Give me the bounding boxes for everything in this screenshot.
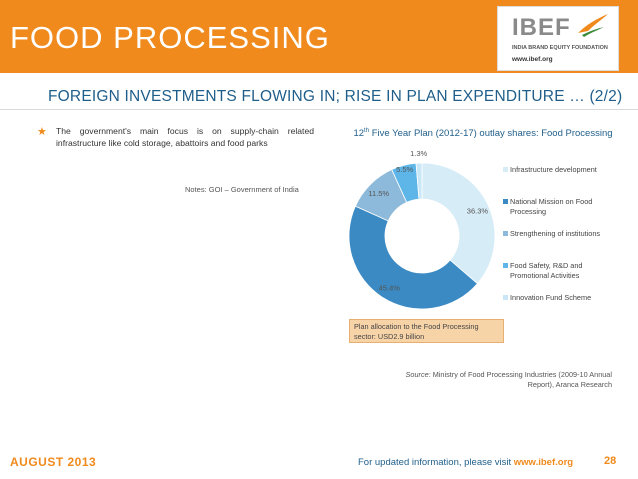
- footer-link[interactable]: www.ibef.org: [513, 457, 574, 468]
- footer-text: For updated information, please visit: [358, 457, 514, 468]
- legend-label: National Mission on Food Processing: [510, 197, 593, 216]
- section-subtitle: FOREIGN INVESTMENTS FLOWING IN; RISE IN …: [48, 88, 623, 105]
- legend-swatch: [503, 167, 508, 172]
- chart-title-prefix: 12: [353, 128, 365, 140]
- page-number: 28: [604, 455, 617, 467]
- footer-date: AUGUST 2013: [10, 455, 97, 469]
- donut-slice: [421, 162, 496, 285]
- footer-info: For updated information, please visit ww…: [358, 457, 573, 468]
- bullet-text: The government's main focus is on supply…: [56, 126, 314, 148]
- header-bar: FOOD PROCESSING IBEF INDIA BRAND EQUITY …: [0, 0, 638, 73]
- legend-label: Strengthening of institutions: [510, 229, 601, 238]
- donut-slice: [415, 162, 423, 200]
- donut-slice: [348, 205, 478, 310]
- logo-subtitle: INDIA BRAND EQUITY FOUNDATION: [512, 45, 608, 51]
- data-label: 11.5%: [368, 189, 389, 198]
- legend-swatch: [503, 231, 508, 236]
- source-text: Ministry of Food Processing Industries (…: [430, 370, 612, 389]
- legend-swatch: [503, 263, 508, 268]
- ibef-logo[interactable]: IBEF INDIA BRAND EQUITY FOUNDATION www.i…: [497, 6, 619, 71]
- source-note: Source: Ministry of Food Processing Indu…: [400, 370, 612, 390]
- star-bullet-icon: ★: [37, 126, 47, 138]
- allocation-note: Plan allocation to the Food Processing s…: [349, 319, 504, 343]
- data-label: 1.3%: [410, 149, 427, 158]
- bird-icon: [578, 14, 608, 37]
- page-title: FOOD PROCESSING: [10, 20, 330, 55]
- divider: [0, 109, 638, 110]
- chart-title-rest: Five Year Plan (2012-17) outlay shares: …: [369, 128, 613, 140]
- logo-text: IBEF: [512, 14, 571, 41]
- logo-url[interactable]: www.ibef.org: [512, 56, 553, 63]
- chart-title: 12th Five Year Plan (2012-17) outlay sha…: [348, 124, 618, 141]
- legend-swatch: [503, 199, 508, 204]
- data-label: 5.5%: [396, 165, 413, 174]
- data-label: 45.4%: [379, 284, 401, 293]
- chart-title-sup: th: [364, 128, 370, 134]
- source-label: Source:: [405, 370, 431, 379]
- legend-swatch: [503, 295, 508, 300]
- legend-label: Food Safety, R&D and Promotional Activit…: [510, 261, 583, 280]
- data-label: 36.3%: [467, 207, 489, 216]
- legend-label: Infrastructure development: [510, 165, 597, 174]
- notes-text: Notes: GOI – Government of India: [185, 185, 299, 194]
- legend-label: Innovation Fund Scheme: [510, 293, 592, 302]
